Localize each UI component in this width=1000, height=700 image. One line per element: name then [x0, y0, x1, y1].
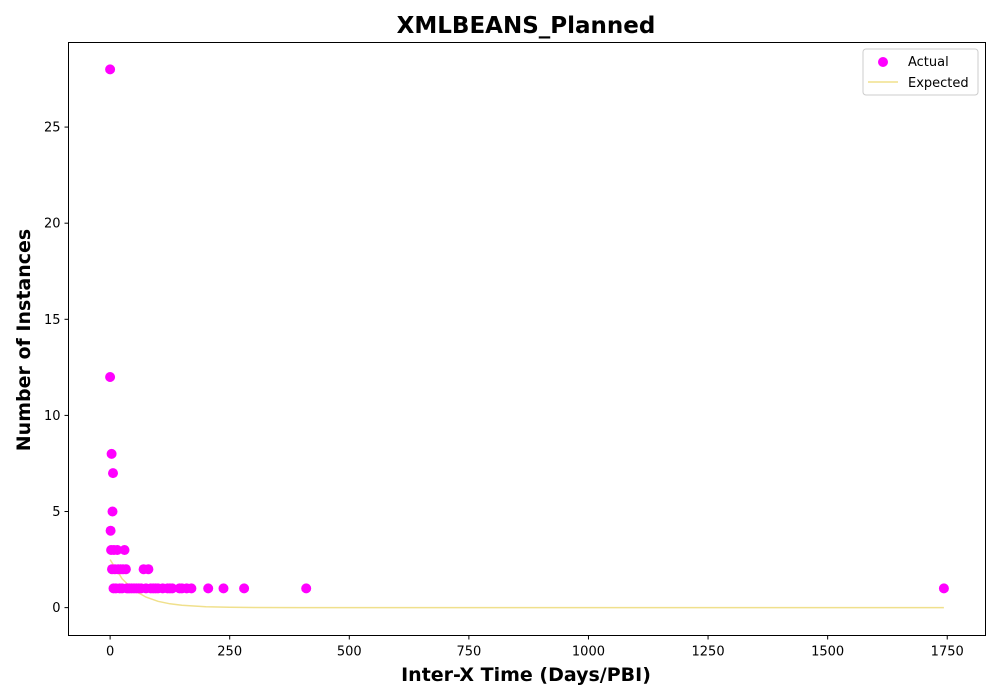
legend-actual-marker	[878, 57, 888, 67]
expected-line	[109, 559, 944, 609]
y-tick-label: 10	[44, 409, 61, 424]
x-tick-label: 750	[456, 645, 481, 660]
x-tick-label: 1250	[692, 645, 725, 660]
legend-expected-label: Expected	[908, 76, 969, 91]
actual-point	[106, 448, 117, 459]
actual-point	[301, 583, 312, 594]
y-axis-label: Number of Instances	[13, 229, 35, 451]
actual-point	[105, 372, 116, 382]
y-tick-label: 0	[52, 601, 60, 616]
x-tick-label: 1500	[811, 645, 844, 660]
chart-title: XMLBEANS_Planned	[397, 13, 656, 39]
y-tick-label: 25	[44, 121, 61, 136]
actual-point	[143, 564, 154, 575]
x-tick-label: 250	[217, 645, 242, 660]
y-axis-ticks: 0 5 10 15 20 25	[44, 121, 69, 616]
plot-marks	[105, 64, 949, 609]
plot-frame	[68, 42, 986, 636]
y-tick-label: 5	[52, 505, 60, 520]
x-tick-label: 0	[106, 645, 114, 660]
actual-point	[186, 583, 197, 594]
actual-point	[167, 583, 178, 594]
actual-point	[120, 564, 131, 575]
actual-point	[105, 64, 116, 75]
actual-point	[218, 583, 229, 594]
legend: Actual Expected	[862, 48, 979, 96]
legend-actual-label: Actual	[908, 55, 949, 70]
actual-point	[112, 545, 123, 555]
x-axis-ticks: 0 250 500 750 1000 1250 1500 1750	[106, 635, 964, 660]
legend-box	[862, 48, 979, 96]
actual-point	[203, 583, 214, 594]
x-axis-label: Inter-X Time (Days/PBI)	[401, 664, 651, 686]
actual-point	[105, 525, 116, 536]
actual-point	[119, 545, 130, 555]
x-tick-label: 500	[337, 645, 362, 660]
y-tick-label: 20	[44, 217, 61, 232]
actual-point	[938, 583, 949, 594]
y-tick-label: 15	[44, 313, 61, 328]
actual-point	[239, 583, 250, 594]
actual-point	[107, 506, 118, 517]
x-tick-label: 1750	[931, 645, 964, 660]
actual-point	[108, 468, 118, 479]
x-tick-label: 1000	[572, 645, 605, 660]
